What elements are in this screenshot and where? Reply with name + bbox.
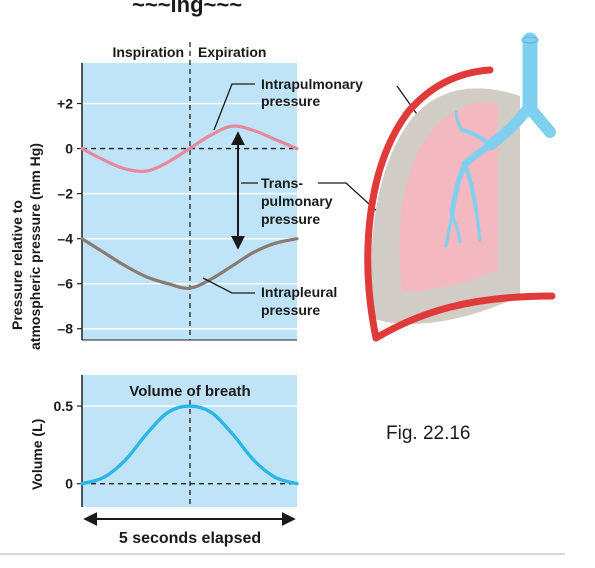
pressure-y-tick-label: –4: [57, 231, 73, 247]
intrapulmonary-label-line2: pressure: [261, 93, 320, 109]
pressure-y-tick-label: –6: [57, 276, 73, 292]
time-elapsed-label: 5 seconds elapsed: [119, 530, 261, 547]
transpulmonary-label-line1: Trans-: [261, 175, 303, 191]
lung-illustration: [364, 32, 556, 342]
volume-y-axis-label: Volume (L): [29, 419, 45, 490]
volume-y-tick-label: 0: [65, 476, 73, 492]
phase-label-expiration: Expiration: [198, 44, 266, 60]
pressure-callouts: Intrapulmonary pressure Trans- pulmonary…: [202, 76, 437, 318]
figure-caption: Fig. 22.16: [386, 423, 471, 444]
bottom-divider: [0, 553, 565, 555]
transpulmonary-label-line3: pressure: [261, 211, 320, 227]
phase-label-inspiration: Inspiration: [112, 44, 184, 60]
intrapleural-curve: [80, 237, 299, 290]
pressure-y-axis-label-line2: atmospheric pressure (mm Hg): [27, 143, 43, 350]
volume-y-ticks: 0.50: [54, 398, 82, 492]
volume-panel-title: Volume of breath: [129, 383, 250, 400]
intrapleural-leader: [202, 277, 255, 294]
intrapleural-label-line1: Intrapleural: [261, 284, 337, 300]
intrapleural-label-line2: pressure: [261, 302, 320, 318]
lung-tissue: [399, 101, 498, 292]
airway-tree: [444, 32, 556, 248]
pressure-y-ticks: +2 0 –2 –4 –6 –8: [57, 96, 82, 337]
pressure-y-tick-label: +2: [57, 96, 73, 112]
volume-y-tick-label: 0.5: [54, 398, 74, 414]
transpulmonary-label-line2: pulmonary: [261, 193, 333, 209]
intrapulmonary-label-line1: Intrapulmonary: [261, 76, 363, 92]
header-fragment: ~~~ing~~~: [132, 0, 242, 17]
thoracic-wall: [364, 66, 494, 342]
volume-curve: [80, 404, 299, 486]
pressure-gridlines: [82, 102, 297, 330]
pressure-curves: [80, 124, 299, 290]
pressure-y-axis-label-line1: Pressure relative to: [9, 200, 25, 330]
pressure-y-tick-label: 0: [65, 141, 73, 157]
pressure-panel: +2 0 –2 –4 –6 –8 Inspiration Expiration: [57, 42, 299, 341]
volume-curves: [80, 404, 299, 486]
volume-panel: 0.50 Volume of breath: [54, 375, 299, 507]
pressure-y-tick-label: –8: [57, 321, 73, 337]
intrapulmonary-leader: [213, 83, 255, 131]
diaphragm: [372, 292, 556, 342]
pressure-y-tick-label: –2: [57, 186, 73, 202]
intrapulmonary-curve: [80, 124, 299, 174]
